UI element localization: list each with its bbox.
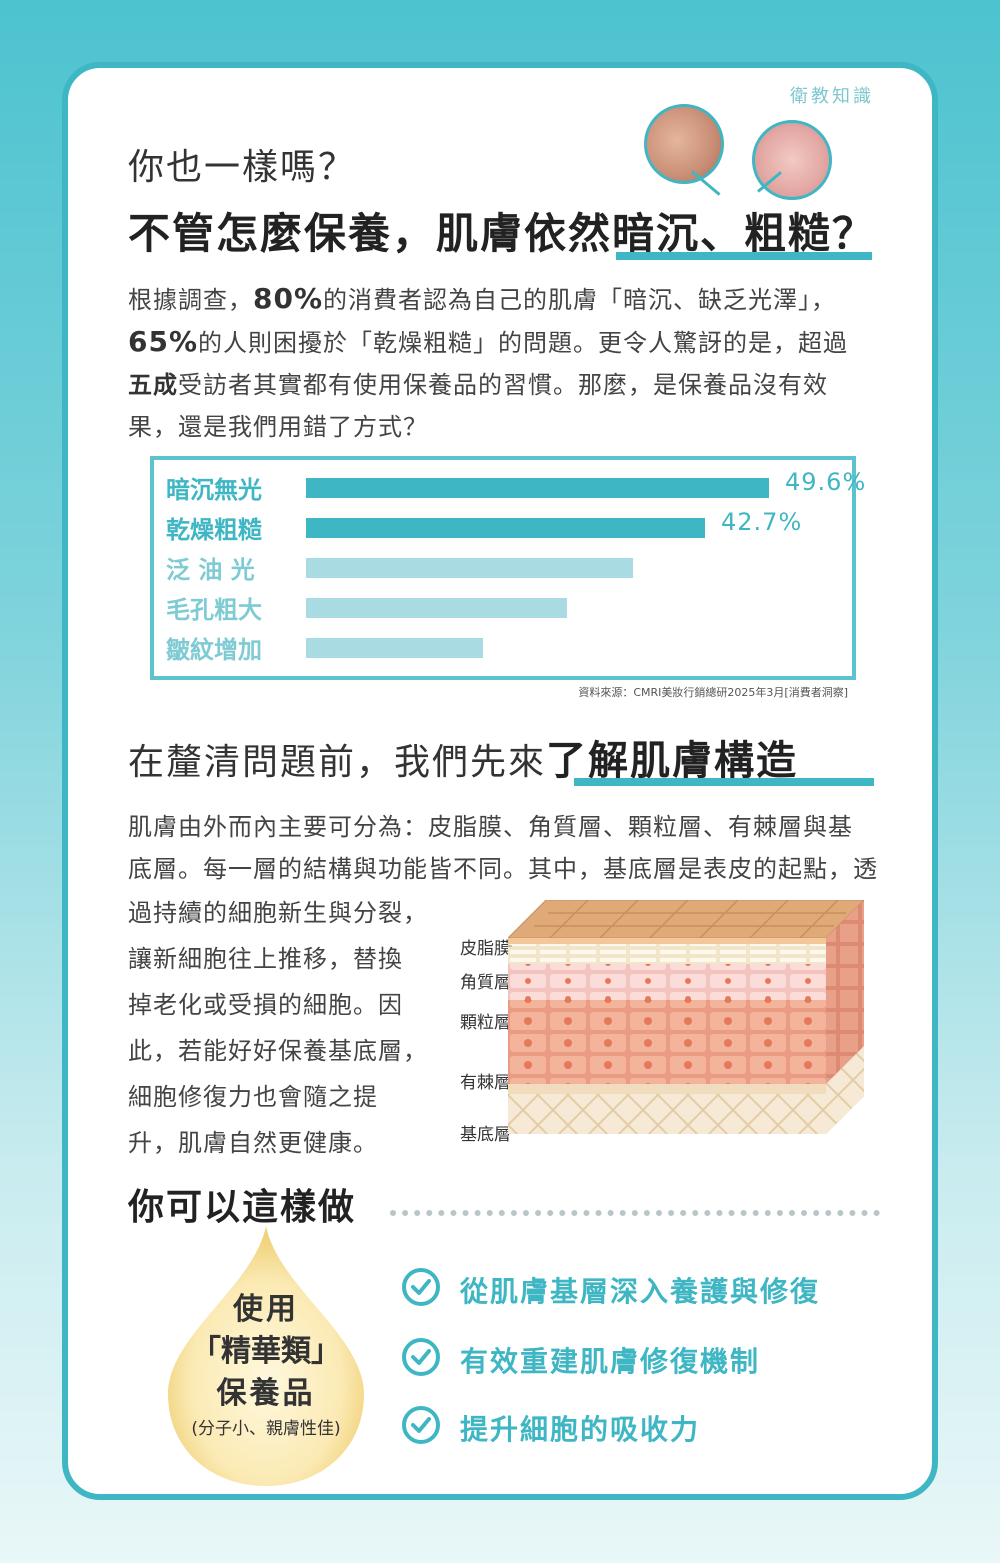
infographic-card: 衛教知識 你也一樣嗎？ 不管怎麼保養，肌膚依然暗沉、粗糙？ 根據調查，80%的消…: [62, 62, 938, 1500]
layer-label-granular: 顆粒層: [460, 1013, 511, 1033]
structure-text: 肌膚由外而內主要可分為：皮脂膜、角質層、顆粒層、有棘層與基: [128, 813, 853, 841]
benefit-item: 有效重建肌膚修復機制: [460, 1345, 761, 1378]
data-source: 資料來源：CMRI美妝行銷總研2025年3月[消費者洞察]: [578, 686, 848, 699]
survey-text: 的人則困擾於「乾燥粗糙」的問題。更令人驚訝的是，超過: [198, 329, 849, 357]
chart-value-label: 49.6%: [785, 468, 867, 496]
check-icon: [402, 1268, 440, 1306]
structure-text: 升，肌膚自然更健康。: [128, 1129, 378, 1157]
skin-layers-diagram: [508, 900, 864, 1134]
layer-label-stratum-corneum: 角質層: [460, 973, 511, 993]
chart-category-label: 乾燥粗糙: [166, 516, 262, 544]
drop-note: (分子小、親膚性佳): [191, 1419, 341, 1439]
chart-bar: [306, 478, 769, 498]
chart-row: 乾燥粗糙 42.7%: [166, 508, 856, 544]
drop-line-serum: 「精華類」: [191, 1334, 341, 1369]
survey-stat-80: 80%: [253, 282, 324, 315]
action-heading: 你可以這樣做: [128, 1187, 357, 1228]
structure-text: 讓新細胞往上推移，替換: [128, 945, 403, 973]
structure-side-paragraph: 過持續的細胞新生與分裂， 讓新細胞往上推移，替換 掉老化或受損的細胞。因 此，若…: [128, 890, 444, 1166]
survey-text: 的消費者認為自己的肌膚「暗沉、缺乏光澤」，: [323, 286, 837, 314]
benefit-item: 從肌膚基層深入養護與修復: [460, 1275, 821, 1308]
chart-category-label: 皺紋增加: [166, 636, 262, 664]
chart-bar: [306, 558, 633, 578]
chart-bar: [306, 638, 483, 658]
chart-value-label: 42.7%: [721, 508, 803, 536]
chart-category-label: 暗沉無光: [166, 476, 262, 504]
dotted-divider: [390, 1210, 880, 1216]
chart-bar: [306, 518, 705, 538]
survey-paragraph: 根據調查，80%的消費者認為自己的肌膚「暗沉、缺乏光澤」， 65%的人則困擾於「…: [128, 278, 888, 448]
survey-text: 根據調查，: [128, 286, 253, 314]
structure-heading: 在釐清問題前，我們先來了解肌膚構造: [128, 728, 798, 786]
survey-text: 果，還是我們用錯了方式？: [128, 413, 428, 441]
drop-line-skincare: 保養品: [216, 1376, 316, 1411]
chart-row: 泛 油 光: [166, 550, 856, 584]
check-icon: [402, 1406, 440, 1444]
chart-bar: [306, 598, 567, 618]
layer-label-sebum: 皮脂膜: [460, 939, 511, 959]
benefit-item: 提升細胞的吸收力: [460, 1413, 701, 1446]
dull-skin-photo: [644, 104, 724, 184]
structure-heading-b: 了解肌膚構造: [546, 738, 799, 784]
check-icon: [402, 1338, 440, 1376]
skin-concern-bar-chart: 暗沉無光 49.6% 乾燥粗糙 42.7% 泛 油 光毛孔粗大皺紋增加: [150, 456, 865, 680]
structure-text: 掉老化或受損的細胞。因: [128, 991, 403, 1019]
intro-headline: 不管怎麼保養，肌膚依然暗沉、粗糙？: [128, 200, 876, 261]
headline-highlight: 暗沉、粗糙？: [612, 209, 877, 258]
survey-stat-half: 五成: [128, 371, 178, 399]
survey-stat-65: 65%: [128, 325, 199, 358]
serum-drop-icon: [168, 1226, 364, 1486]
chart-row: 皺紋增加: [166, 630, 856, 664]
structure-text: 細胞修復力也會隨之提: [128, 1083, 378, 1111]
headline-main: 不管怎麼保養，肌膚依然: [128, 209, 613, 258]
structure-heading-a: 在釐清問題前，我們先來: [128, 742, 547, 783]
drop-line-use: 使用: [233, 1292, 299, 1327]
structure-underline: [574, 778, 874, 786]
structure-paragraph: 肌膚由外而內主要可分為：皮脂膜、角質層、顆粒層、有棘層與基 底層。每一層的結構與…: [128, 806, 888, 890]
layer-label-basal: 基底層: [460, 1125, 511, 1145]
chart-row: 暗沉無光 49.6%: [166, 468, 865, 504]
chart-row: 毛孔粗大: [166, 590, 856, 624]
chart-category-label: 毛孔粗大: [166, 596, 262, 624]
layer-label-spinous: 有棘層: [460, 1073, 511, 1093]
structure-text: 過持續的細胞新生與分裂，: [128, 899, 428, 927]
category-tag: 衛教知識: [790, 86, 874, 107]
chart-category-label: 泛 油 光: [166, 556, 255, 584]
structure-text: 此，若能好好保養基底層，: [128, 1037, 428, 1065]
headline-underline: [616, 252, 872, 260]
structure-text: 底層。每一層的結構與功能皆不同。其中，基底層是表皮的起點，透: [128, 855, 878, 883]
survey-text: 受訪者其實都有使用保養品的習慣。那麼，是保養品沒有效: [178, 371, 828, 399]
intro-question: 你也一樣嗎？: [128, 147, 357, 188]
